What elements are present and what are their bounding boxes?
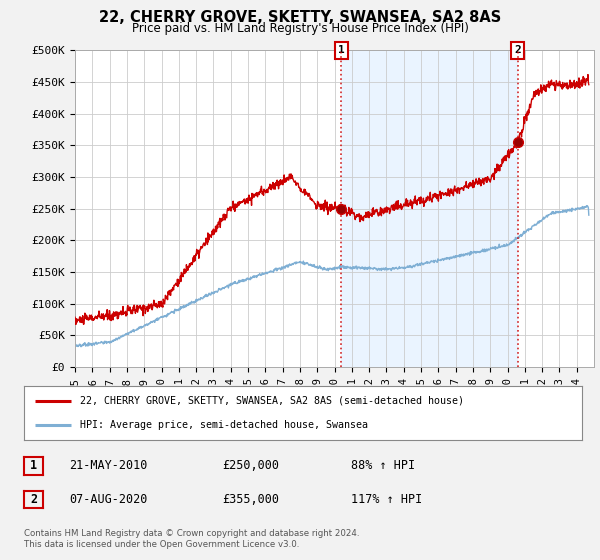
Text: 1: 1 [30,459,37,473]
Text: 22, CHERRY GROVE, SKETTY, SWANSEA, SA2 8AS: 22, CHERRY GROVE, SKETTY, SWANSEA, SA2 8… [99,10,501,25]
Text: 2: 2 [30,493,37,506]
Bar [341,50,518,367]
Text: 2: 2 [514,45,521,55]
Text: Contains HM Land Registry data © Crown copyright and database right 2024.
This d: Contains HM Land Registry data © Crown c… [24,529,359,549]
Text: 21-MAY-2010: 21-MAY-2010 [69,459,148,473]
Text: 1: 1 [338,45,344,55]
Text: 88% ↑ HPI: 88% ↑ HPI [351,459,415,473]
Text: 07-AUG-2020: 07-AUG-2020 [69,493,148,506]
Text: £250,000: £250,000 [222,459,279,473]
Text: £355,000: £355,000 [222,493,279,506]
Text: HPI: Average price, semi-detached house, Swansea: HPI: Average price, semi-detached house,… [80,420,368,430]
Text: 117% ↑ HPI: 117% ↑ HPI [351,493,422,506]
Text: Price paid vs. HM Land Registry's House Price Index (HPI): Price paid vs. HM Land Registry's House … [131,22,469,35]
Text: 22, CHERRY GROVE, SKETTY, SWANSEA, SA2 8AS (semi-detached house): 22, CHERRY GROVE, SKETTY, SWANSEA, SA2 8… [80,396,464,406]
